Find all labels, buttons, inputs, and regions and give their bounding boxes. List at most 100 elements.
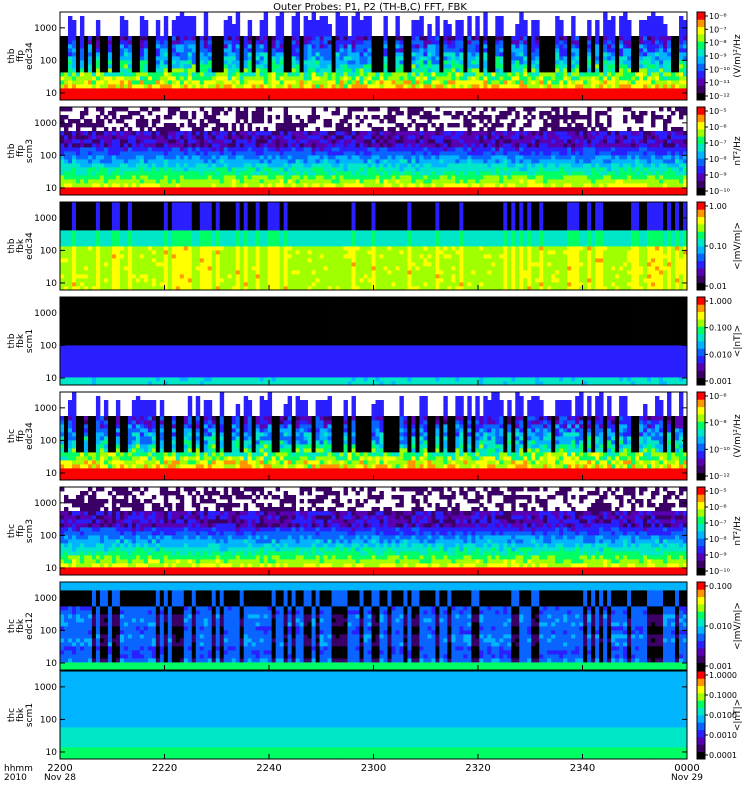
spectrogram-cell — [631, 88, 636, 93]
spectrogram-cell — [523, 96, 528, 101]
spectrogram-cell — [323, 80, 328, 85]
spectrogram-cell — [435, 28, 440, 33]
spectrogram-cell — [459, 155, 464, 160]
spectrogram-cell — [311, 139, 316, 144]
spectrogram-cell — [663, 40, 668, 45]
spectrogram-cell — [431, 183, 436, 188]
spectrogram-cell — [319, 92, 324, 97]
spectrogram-cell — [327, 135, 332, 140]
spectrogram-cell — [655, 88, 660, 93]
spectrogram-cell — [471, 76, 476, 81]
spectrogram-cell — [455, 111, 460, 116]
spectrogram-cell — [115, 52, 121, 57]
spectrogram-cell — [439, 151, 444, 156]
spectrogram-cell — [375, 48, 380, 53]
spectrogram-cell — [335, 32, 340, 37]
spectrogram-cell — [367, 187, 372, 192]
spectrogram-cell — [83, 40, 89, 45]
spectrogram-cell — [267, 84, 273, 89]
spectrogram-cell — [211, 163, 217, 168]
spectrogram-cell — [323, 68, 328, 73]
spectrogram-cell — [331, 96, 336, 101]
spectrogram-cell — [487, 72, 492, 77]
spectrogram-cell — [231, 183, 237, 188]
spectrogram-cell — [355, 139, 360, 144]
spectrogram-cell — [287, 36, 293, 41]
spectrogram-cell — [191, 92, 197, 97]
spectrogram-cell — [275, 183, 281, 188]
spectrogram-cell — [99, 187, 105, 192]
spectrogram-cell — [559, 48, 564, 53]
spectrogram-cell — [279, 16, 285, 21]
spectrogram-cell — [535, 36, 540, 41]
spectrogram-cell — [75, 171, 81, 176]
spectrogram-cell — [599, 96, 604, 101]
spectrogram-cell — [383, 175, 388, 180]
spectrogram-cell — [123, 96, 129, 101]
spectrogram-cell — [331, 139, 336, 144]
spectrogram-cell — [231, 151, 237, 156]
spectrogram-cell — [555, 56, 560, 61]
spectrogram-cell — [107, 64, 113, 69]
spectrogram-cell — [131, 88, 137, 93]
spectrogram-cell — [591, 72, 596, 77]
spectrogram-cell — [303, 139, 308, 144]
spectrogram-cell — [443, 20, 448, 25]
spectrogram-cell — [91, 40, 97, 45]
spectrogram-cell — [463, 80, 468, 85]
spectrogram-cell — [635, 96, 640, 101]
spectrogram-cell — [291, 92, 297, 97]
spectrogram-cell — [163, 84, 169, 89]
spectrogram-cell — [91, 143, 97, 148]
spectrogram-cell — [435, 40, 440, 45]
spectrogram-cell — [427, 92, 432, 97]
spectrogram-cell — [423, 48, 428, 53]
spectrogram-cell — [583, 48, 588, 53]
spectrogram-cell — [63, 115, 69, 120]
spectrogram-cell — [271, 36, 277, 41]
spectrogram-cell — [259, 147, 265, 152]
spectrogram-cell — [591, 68, 596, 73]
spectrogram-cell — [243, 191, 249, 196]
spectrogram-cell — [251, 96, 257, 101]
spectrogram-cell — [63, 84, 69, 89]
spectrogram-cell — [95, 107, 101, 112]
spectrogram-cell — [95, 36, 101, 41]
spectrogram-cell — [195, 68, 201, 73]
spectrogram-cell — [115, 191, 121, 196]
spectrogram-cell — [499, 92, 504, 97]
spectrogram-cell — [367, 155, 372, 160]
spectrogram-cell — [159, 187, 165, 192]
spectrogram-cell — [319, 155, 324, 160]
spectrogram-cell — [323, 36, 328, 41]
spectrogram-cell — [543, 96, 548, 101]
spectrogram-cell — [151, 60, 157, 65]
spectrogram-cell — [459, 32, 464, 37]
spectrogram-cell — [495, 72, 500, 77]
spectrogram-cell — [303, 44, 308, 49]
spectrogram-cell — [327, 52, 332, 57]
spectrogram-cell — [79, 84, 85, 89]
spectrogram-cell — [671, 60, 676, 65]
spectrogram-cell — [643, 84, 648, 89]
spectrogram-cell — [419, 68, 424, 73]
spectrogram-cell — [291, 68, 297, 73]
spectrogram-cell — [515, 36, 520, 41]
spectrogram-cell — [623, 72, 628, 77]
spectrogram-cell — [467, 183, 472, 188]
spectrogram-cell — [275, 139, 281, 144]
spectrogram-cell — [683, 40, 688, 45]
spectrogram-cell — [367, 143, 372, 148]
spectrogram-cell — [299, 36, 305, 41]
spectrogram-cell — [163, 72, 169, 77]
spectrogram-cell — [375, 131, 380, 136]
spectrogram-cell — [135, 143, 141, 148]
spectrogram-cell — [131, 60, 137, 65]
spectrogram-cell — [539, 40, 544, 45]
spectrogram-cell — [375, 159, 380, 164]
spectrogram-cell — [303, 175, 308, 180]
spectrogram-cell — [623, 88, 628, 93]
spectrogram-cell — [391, 107, 396, 112]
spectrogram-cell — [419, 88, 424, 93]
spectrogram-cell — [607, 20, 612, 25]
